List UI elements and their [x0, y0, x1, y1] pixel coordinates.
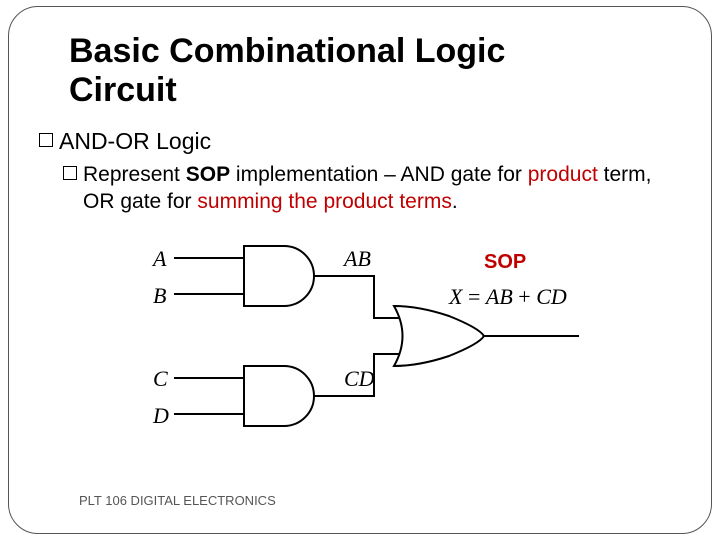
and-gate-1	[244, 246, 314, 306]
footer-text: PLT 106 DIGITAL ELECTRONICS	[79, 493, 276, 508]
circuit-diagram: A B C D AB CD SOP X = AB + CD	[149, 236, 609, 456]
b2-pre: Represent	[83, 163, 186, 186]
or-gate	[394, 306, 484, 366]
b2-mid1: implementation – AND gate for	[230, 163, 528, 186]
title-line-1: Basic Combinational Logic	[69, 32, 505, 70]
title-line-2: Circuit	[69, 71, 177, 109]
circuit-svg	[149, 236, 609, 456]
slide-frame: Basic Combinational Logic Circuit AND-OR…	[8, 6, 712, 534]
bullet-2-text: Represent SOP implementation – AND gate …	[83, 161, 681, 216]
square-bullet-icon	[63, 166, 77, 180]
and-gate-2	[244, 366, 314, 426]
slide-title: Basic Combinational Logic Circuit	[69, 32, 681, 110]
b2-sop: SOP	[186, 163, 230, 186]
wire-and2-or	[314, 354, 404, 396]
b2-end: .	[452, 190, 458, 213]
b2-product: product	[528, 163, 598, 186]
wire-and1-or	[314, 276, 404, 318]
square-bullet-icon	[39, 133, 53, 147]
bullet-1-text: AND-OR Logic	[59, 128, 211, 155]
b2-summing: summing the product terms	[197, 190, 451, 213]
bullet-1: AND-OR Logic	[39, 128, 681, 155]
bullet-2: Represent SOP implementation – AND gate …	[63, 161, 681, 216]
